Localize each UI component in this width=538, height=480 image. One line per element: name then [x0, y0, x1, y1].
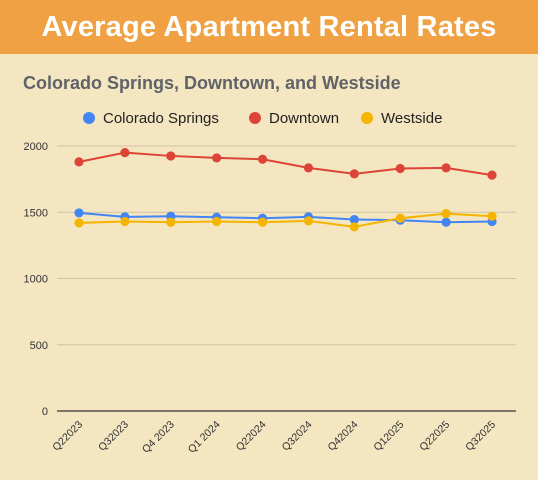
x-tick-label: Q32025 — [463, 419, 498, 454]
y-tick-label: 500 — [30, 340, 48, 352]
data-point — [166, 151, 176, 161]
x-tick-label: Q1 2024 — [186, 419, 223, 456]
data-point — [349, 222, 359, 232]
data-point — [120, 148, 130, 158]
data-point — [349, 169, 359, 179]
data-point — [487, 170, 497, 180]
title-banner: Average Apartment Rental Rates — [0, 0, 538, 54]
legend-item: Downtown — [249, 110, 339, 127]
series-layer — [74, 148, 497, 232]
series-line — [78, 212, 493, 228]
line-chart: Colorado Springs, Downtown, and Westside… — [23, 73, 516, 456]
y-tick-label: 1000 — [24, 274, 48, 286]
data-point — [257, 217, 268, 227]
y-tick-label: 1500 — [24, 207, 48, 219]
data-point — [257, 154, 268, 164]
data-point — [303, 216, 314, 226]
data-point — [487, 211, 497, 221]
data-point — [74, 157, 84, 167]
chart-area: Colorado Springs, Downtown, and Westside… — [0, 54, 538, 480]
legend-label: Colorado Springs — [103, 110, 219, 127]
data-point — [441, 217, 451, 227]
data-point — [395, 213, 405, 223]
gridlines — [57, 145, 516, 412]
data-point — [441, 163, 451, 173]
data-point — [120, 216, 130, 227]
x-tick-label: Q22024 — [234, 419, 269, 454]
series-line — [78, 211, 493, 224]
x-tick-label: Q42024 — [326, 419, 361, 454]
data-point — [166, 217, 176, 227]
data-point — [395, 163, 405, 174]
data-point — [303, 163, 314, 173]
series-1 — [74, 148, 497, 180]
data-point — [74, 208, 84, 218]
legend-label: Westside — [381, 110, 442, 127]
data-point — [349, 214, 359, 225]
data-point — [74, 218, 84, 228]
banner-title: Average Apartment Rental Rates — [41, 10, 497, 43]
x-tick-label: Q22023 — [50, 419, 85, 454]
x-tick-label: Q32023 — [96, 419, 131, 454]
x-tick-label: Q4 2023 — [140, 419, 177, 456]
legend-item: Colorado Springs — [83, 110, 219, 127]
legend-label: Downtown — [269, 110, 339, 127]
series-line — [78, 151, 493, 177]
data-point — [441, 208, 451, 219]
legend-item: Westside — [361, 110, 442, 127]
legend-marker — [361, 112, 373, 124]
x-tick-label: Q32024 — [280, 419, 315, 454]
legend-marker — [83, 112, 95, 124]
y-tick-label: 0 — [42, 406, 48, 418]
series-2 — [74, 208, 497, 232]
x-axis-ticks: Q22023 Q32023 Q4 2023 Q1 2024 Q22024 Q32024 Q4… — [50, 419, 498, 456]
y-axis-ticks: 0 500 1000 1500 2000 — [24, 141, 48, 418]
legend: Colorado Springs Downtown Westside — [83, 110, 442, 127]
data-point — [212, 153, 222, 163]
series-0 — [74, 208, 497, 227]
y-tick-label: 2000 — [24, 141, 48, 153]
chart-title: Colorado Springs, Downtown, and Westside — [23, 73, 401, 93]
x-tick-label: Q12025 — [371, 419, 406, 454]
legend-marker — [249, 112, 261, 124]
x-tick-label: Q22025 — [417, 419, 452, 454]
data-point — [212, 216, 222, 227]
